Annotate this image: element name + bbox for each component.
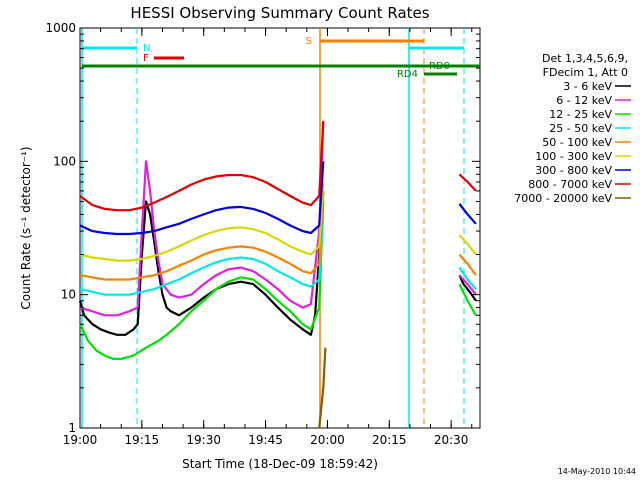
x-tick-label: 19:30 [186, 433, 221, 447]
x-tick-label: 20:00 [310, 433, 345, 447]
flag-label-rd4: RD4 [397, 69, 418, 80]
y-tick-label: 1000 [45, 21, 76, 35]
x-axis-label: Start Time (18-Dec-09 18:59:42) [182, 457, 378, 471]
series-line [78, 190, 325, 336]
legend-label: 800 - 7000 keV [528, 178, 612, 191]
plot-frame [79, 27, 481, 429]
y-axis-label: Count Rate (s⁻¹ detector⁻¹) [19, 146, 33, 309]
series-line [458, 283, 477, 316]
series-line [79, 201, 325, 360]
legend-label: 12 - 25 keV [549, 108, 612, 121]
legend-label: 100 - 300 keV [535, 150, 612, 163]
legend-label: 7000 - 20000 keV [514, 192, 612, 205]
series-line [79, 214, 325, 296]
y-tick-label: 1 [68, 421, 76, 435]
x-tick-label: 19:45 [248, 433, 283, 447]
flag-label-s: S [306, 36, 312, 47]
x-tick-label: 20:30 [434, 433, 469, 447]
series-line [79, 121, 325, 317]
flag-label-rd0: RD0 [429, 61, 450, 72]
legend-title-line-2: FDecim 1, Att 0 [543, 66, 628, 79]
series-line [79, 190, 325, 281]
flag-label-f: F [143, 53, 149, 64]
chart-title: HESSI Observing Summary Count Rates [130, 4, 429, 22]
flag-label-n: N [143, 43, 150, 54]
y-tick-label: 10 [61, 288, 76, 302]
series-line [458, 274, 477, 296]
legend: Det 1,3,4,5,6,9, FDecim 1, Att 0 3 - 6 k… [514, 52, 631, 205]
legend-label: 300 - 800 keV [535, 164, 612, 177]
y-tick-label: 100 [53, 154, 76, 168]
series-line [79, 161, 325, 236]
series-line [458, 253, 477, 276]
x-tick-label: 19:15 [125, 433, 160, 447]
plot-area: NF S RD0 RD4 [78, 27, 481, 429]
legend-label: 6 - 12 keV [556, 94, 612, 107]
legend-label: 25 - 50 keV [549, 122, 612, 135]
legend-label: 50 - 100 keV [542, 136, 612, 149]
generation-timestamp: 14-May-2010 10:44 [558, 467, 636, 476]
legend-label: 3 - 6 keV [563, 80, 612, 93]
series-line [79, 181, 325, 262]
series-line [458, 274, 477, 302]
series-line [458, 173, 477, 192]
series-line [79, 121, 325, 212]
series-line [458, 203, 477, 225]
axis-ticks: 19:00 19:15 19:30 19:45 20:00 20:15 20:30 1 10 10… [45, 21, 480, 447]
x-tick-label: 19:00 [63, 433, 98, 447]
series-line [458, 234, 477, 256]
legend-title-line-1: Det 1,3,4,5,6,9, [542, 52, 628, 65]
x-tick-label: 20:15 [372, 433, 407, 447]
series-line [458, 266, 477, 290]
series-line [318, 347, 327, 429]
